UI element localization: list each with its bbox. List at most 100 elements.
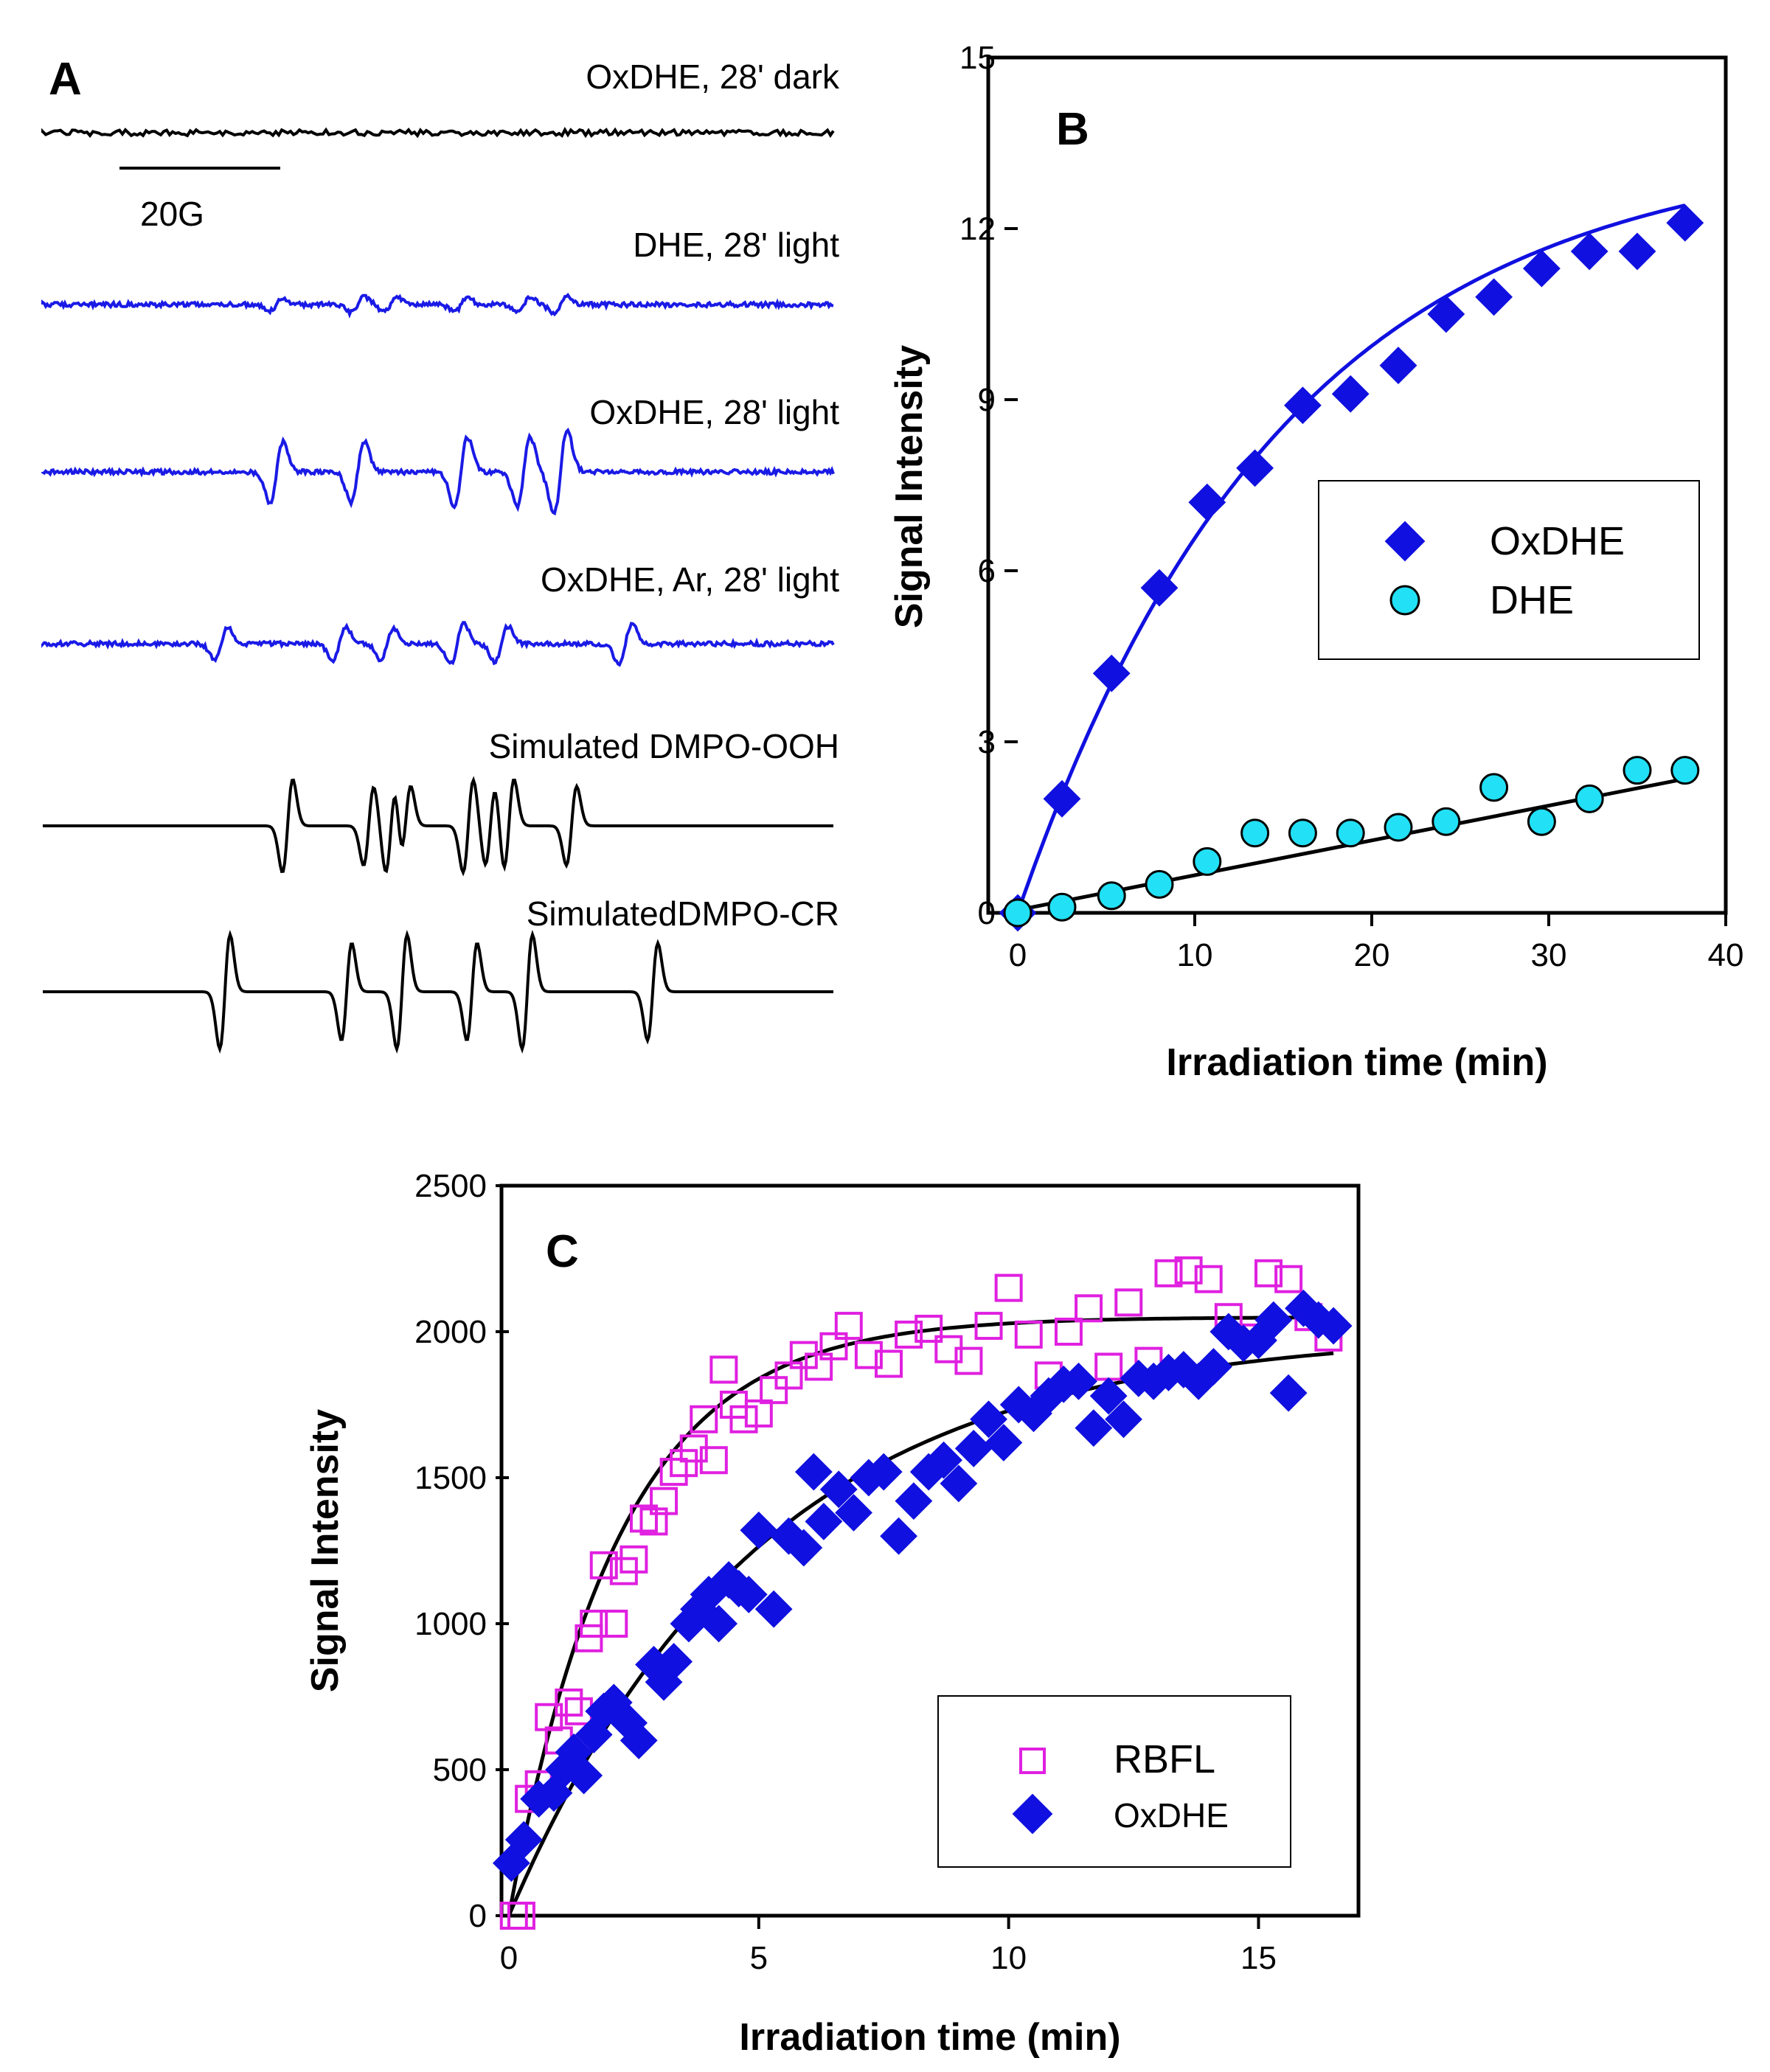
data-point [994, 1273, 1023, 1302]
legend-marker [1019, 1748, 1046, 1774]
data-point [785, 1529, 823, 1567]
data-point [655, 1643, 693, 1680]
data-point [729, 1575, 768, 1613]
y-tick-label: 0 [469, 1898, 487, 1934]
data-point [1105, 1400, 1142, 1439]
data-point [650, 1487, 678, 1515]
y-tick-label: 1000 [414, 1606, 487, 1642]
data-point [1054, 1318, 1083, 1346]
data-point [1622, 756, 1652, 785]
y-tick-label: 9 [978, 382, 996, 418]
data-point [690, 1405, 718, 1433]
data-point [834, 1312, 863, 1341]
data-point [1003, 898, 1032, 928]
trace-label: OxDHE, 28' light [589, 393, 839, 431]
data-point [1240, 818, 1270, 848]
legend: OxDHE DHE [1318, 480, 1700, 660]
data-point [555, 1688, 583, 1717]
data-point [794, 1453, 833, 1491]
epr-trace [41, 621, 835, 667]
data-point [985, 1424, 1023, 1461]
fit-line [507, 1315, 1329, 1916]
epr-trace [41, 293, 834, 319]
data-point [880, 1517, 917, 1555]
data-point [1145, 869, 1174, 899]
y-tick-label: 500 [433, 1752, 487, 1788]
data-point [1194, 1265, 1223, 1293]
data-point [1522, 249, 1561, 288]
data-point [805, 1502, 843, 1540]
panel-a-epr-spectra: A 20G OxDHE, 28' dark DHE, 28' light OxD… [41, 54, 840, 1054]
data-point [1527, 807, 1556, 836]
trace-label: OxDHE, Ar, 28' light [541, 560, 839, 599]
data-point [565, 1756, 603, 1795]
y-tick-label: 15 [959, 40, 996, 76]
x-tick-label: 5 [750, 1940, 768, 1976]
data-point [1236, 449, 1274, 487]
x-axis-title: Irradiation time (min) [1166, 1041, 1547, 1084]
y-tick-label: 3 [978, 724, 996, 760]
data-point [709, 1355, 738, 1384]
data-point [854, 1341, 883, 1369]
data-point [1154, 1259, 1183, 1287]
data-point [819, 1470, 858, 1509]
x-tick-label: 30 [1531, 937, 1567, 973]
data-point [1075, 1409, 1113, 1447]
data-point [670, 1449, 698, 1478]
data-point [1092, 654, 1131, 692]
data-point [507, 1902, 535, 1930]
x-tick-label: 0 [500, 1940, 518, 1976]
data-point [1047, 892, 1077, 922]
data-point [1336, 818, 1365, 848]
y-tick-label: 0 [978, 895, 996, 931]
data-point [1075, 1294, 1103, 1323]
epr-trace [43, 929, 833, 1054]
y-tick-label: 12 [959, 211, 996, 247]
data-point [974, 1312, 1003, 1341]
x-tick-label: 0 [1009, 937, 1027, 973]
plot-frame [986, 55, 1728, 915]
data-point [1314, 1307, 1353, 1345]
y-tick-label: 6 [978, 553, 996, 589]
legend: RBFL OxDHE [937, 1695, 1291, 1868]
trace-label: SimulatedDMPO-CR [527, 894, 839, 933]
data-point [1384, 813, 1413, 842]
legend-label: OxDHE [1114, 1796, 1229, 1835]
panel-b-letter: B [1056, 104, 1089, 155]
data-point [1193, 846, 1222, 876]
data-point [1188, 483, 1226, 521]
data-point [940, 1464, 978, 1503]
data-point [1379, 347, 1417, 385]
trace-label: Simulated DMPO-OOH [489, 727, 839, 765]
epr-trace [41, 427, 835, 516]
legend-label: OxDHE [1490, 519, 1625, 563]
data-point [1254, 1259, 1283, 1287]
y-tick-label: 2000 [414, 1314, 487, 1350]
data-point [575, 1624, 603, 1652]
data-point [1618, 232, 1656, 271]
data-point [895, 1320, 923, 1349]
legend-label: RBFL [1114, 1737, 1215, 1781]
x-axis-title: Irradiation time (min) [739, 2016, 1120, 2059]
data-point [1060, 1362, 1097, 1400]
data-point [1094, 1352, 1123, 1381]
y-tick-label: 1500 [414, 1460, 487, 1496]
epr-trace [43, 776, 833, 877]
x-tick-label: 20 [1354, 937, 1390, 973]
data-point [1174, 1256, 1203, 1284]
data-point [805, 1352, 833, 1381]
legend-marker [1389, 585, 1420, 616]
data-point [740, 1511, 778, 1549]
data-point [589, 1551, 618, 1579]
data-point [1043, 779, 1081, 818]
data-point [699, 1446, 728, 1475]
legend-box [937, 1695, 1291, 1868]
data-point [729, 1405, 758, 1433]
panel-a-letter: A [49, 54, 82, 105]
data-point [1114, 1288, 1143, 1317]
x-tick-label: 10 [990, 1940, 1027, 1976]
legend-marker [1012, 1793, 1053, 1835]
data-point [1097, 881, 1126, 911]
data-point [700, 1605, 738, 1643]
